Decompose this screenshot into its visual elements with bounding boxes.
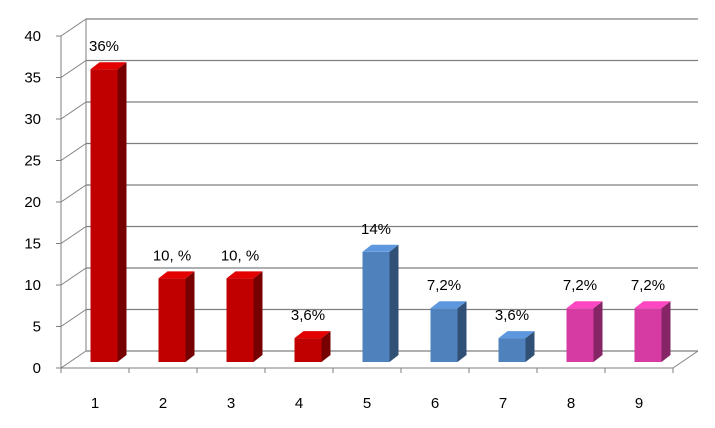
x-tick-label: 6 [431, 395, 439, 412]
side-wall-line [60, 309, 87, 327]
bar [498, 338, 526, 362]
bar-side [253, 271, 263, 362]
side-wall-line [60, 226, 87, 244]
y-tick-label: 40 [24, 28, 41, 45]
x-tick-label: 5 [363, 395, 371, 412]
data-label: 10, % [153, 247, 191, 264]
x-tick-label: 8 [567, 395, 575, 412]
bar-side [185, 271, 195, 362]
bar [430, 308, 458, 362]
y-tick-label: 25 [24, 153, 41, 170]
bar-side [321, 331, 331, 362]
data-label: 7,2% [631, 277, 665, 294]
bar [566, 308, 594, 362]
bar-top [362, 244, 399, 252]
x-tick-label: 3 [227, 395, 235, 412]
side-wall-line [60, 184, 87, 203]
data-label: 10, % [221, 247, 259, 264]
data-label: 7,2% [563, 277, 597, 294]
data-label: 14% [361, 221, 391, 238]
bar-top [634, 301, 671, 309]
side-wall-line [60, 350, 87, 369]
y-tick-label: 5 [33, 319, 41, 336]
x-tick-label: 2 [159, 395, 167, 412]
label-layer: 0 5 10 15 20 25 30 35 40 36% 1 10, % 2 10, % 3 3,6% 4 14%… [24, 28, 665, 412]
x-tick-label: 7 [499, 395, 507, 412]
bar [90, 69, 118, 362]
bar-top [158, 271, 195, 279]
side-wall-line [60, 60, 87, 78]
side-wall-line [60, 143, 87, 161]
x-tick-label: 4 [295, 395, 303, 412]
bar-side [457, 301, 467, 362]
data-label: 3,6% [495, 307, 529, 324]
bar-side [661, 301, 671, 362]
bar-side [117, 62, 127, 362]
bar [158, 278, 186, 362]
data-label: 36% [89, 38, 119, 55]
side-wall-line [60, 267, 87, 286]
bar-top [566, 301, 603, 309]
bar-top [226, 271, 263, 279]
bar-side [525, 331, 535, 362]
y-tick-label: 0 [33, 360, 41, 377]
data-label: 3,6% [291, 307, 325, 324]
data-label: 7,2% [427, 277, 461, 294]
x-tick-label: 9 [635, 395, 643, 412]
y-tick-label: 30 [24, 111, 41, 128]
bar-top [498, 331, 535, 339]
bar [226, 278, 254, 362]
y-tick-label: 10 [24, 277, 41, 294]
bar [294, 338, 322, 362]
bar-top [90, 62, 127, 70]
bar-layer [90, 62, 671, 362]
floor-right-edge [672, 350, 699, 369]
bar [362, 251, 390, 362]
y-tick-label: 20 [24, 194, 41, 211]
x-tick-label: 1 [91, 395, 99, 412]
y-tick-label: 15 [24, 236, 41, 253]
bar-top [294, 331, 331, 339]
bar-side [389, 244, 399, 362]
side-wall-line [60, 18, 87, 37]
y-tick-label: 35 [24, 70, 41, 87]
side-wall-line [60, 101, 87, 120]
bar-top [430, 301, 467, 309]
bar-side [593, 301, 603, 362]
bar [634, 308, 662, 362]
